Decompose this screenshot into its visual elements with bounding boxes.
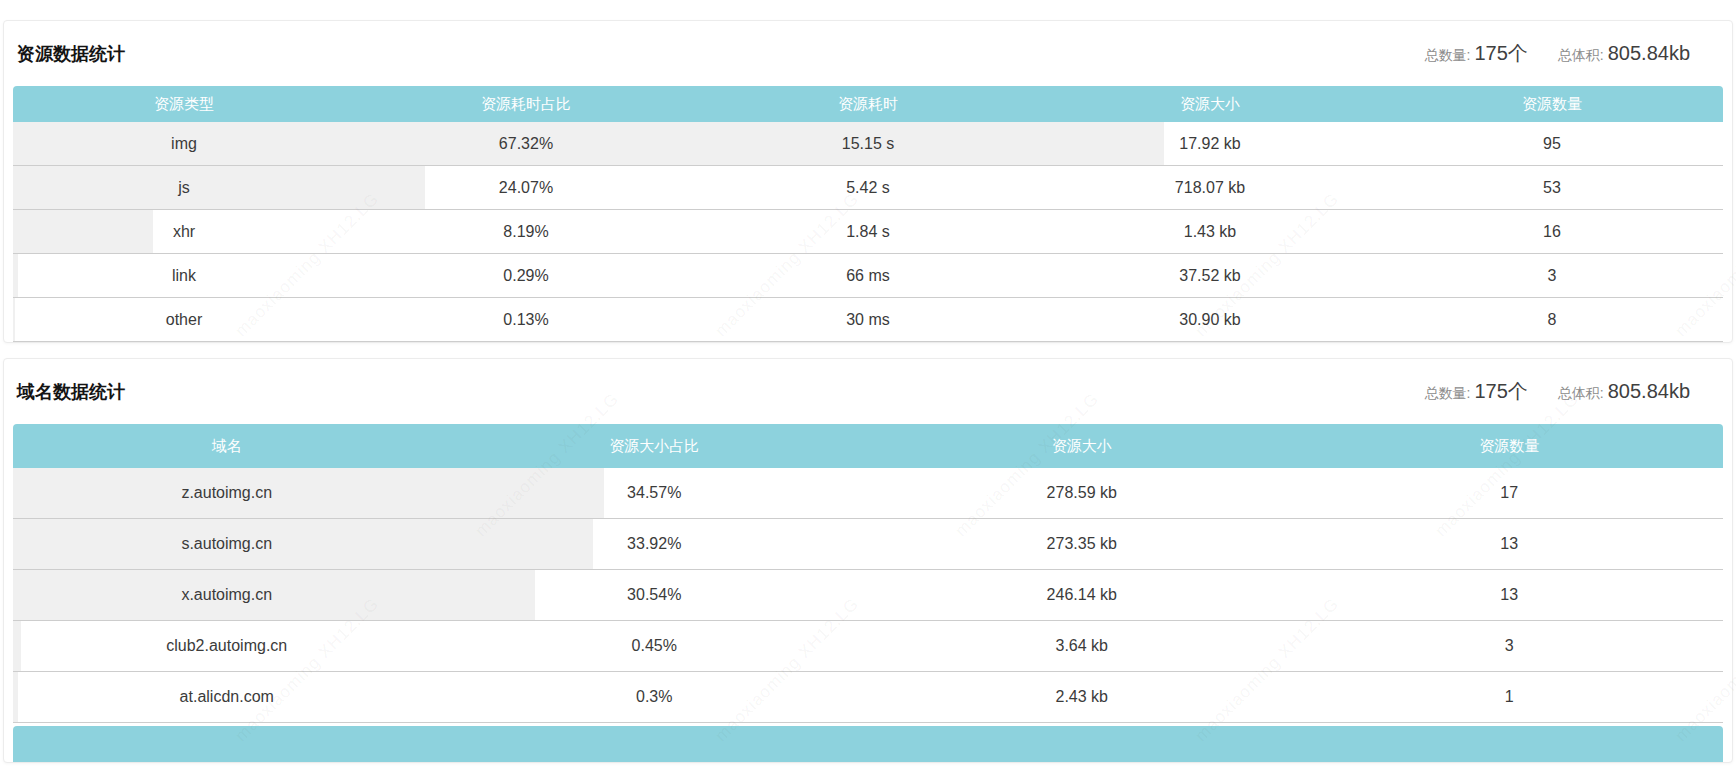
table-cell: 2.43 kb bbox=[868, 688, 1296, 706]
table-cell: 0.3% bbox=[441, 688, 869, 706]
table-cell: 37.52 kb bbox=[1039, 267, 1381, 285]
table-cell: 53 bbox=[1381, 179, 1723, 197]
resource-statistics-page: maoxiaoming XH12.LGmaoxiaoming XH12.LGma… bbox=[0, 0, 1736, 769]
table-cell: 66 ms bbox=[697, 267, 1039, 285]
total-count-value: 175个 bbox=[1474, 378, 1527, 405]
column-header: 域名 bbox=[13, 437, 441, 456]
resource-stats-totals: 总数量: 175个 总体积: 805.84kb bbox=[1425, 40, 1690, 67]
table-cell: 0.13% bbox=[355, 311, 697, 329]
domain-stats-totals: 总数量: 175个 总体积: 805.84kb bbox=[1425, 378, 1690, 405]
section-title-domain: 域名数据统计 bbox=[17, 380, 125, 404]
table-row: s.autoimg.cn33.92%273.35 kb13 bbox=[13, 519, 1723, 570]
table-cell: link bbox=[13, 267, 355, 285]
table-cell: 24.07% bbox=[355, 179, 697, 197]
domain-stats-panel: 域名数据统计 总数量: 175个 总体积: 805.84kb 域名资源大小占比资… bbox=[3, 358, 1733, 763]
table-row: x.autoimg.cn30.54%246.14 kb13 bbox=[13, 570, 1723, 621]
domain-stats-header: 域名数据统计 总数量: 175个 总体积: 805.84kb bbox=[4, 359, 1732, 424]
total-count-label: 总数量: bbox=[1425, 385, 1471, 403]
resource-table: 资源类型资源耗时占比资源耗时资源大小资源数量img67.32%15.15 s17… bbox=[13, 86, 1723, 342]
table-cell: 17.92 kb bbox=[1039, 135, 1381, 153]
table-row: club2.autoimg.cn0.45%3.64 kb3 bbox=[13, 621, 1723, 672]
table-cell: 1.84 s bbox=[697, 223, 1039, 241]
table-row: js24.07%5.42 s718.07 kb53 bbox=[13, 166, 1723, 210]
table-cell: 17 bbox=[1296, 484, 1724, 502]
column-header: 资源数量 bbox=[1296, 437, 1724, 456]
resource-stats-header: 资源数据统计 总数量: 175个 总体积: 805.84kb bbox=[4, 21, 1732, 86]
table-cell: other bbox=[13, 311, 355, 329]
table-header-row: 资源类型资源耗时占比资源耗时资源大小资源数量 bbox=[13, 86, 1723, 122]
table-row: img67.32%15.15 s17.92 kb95 bbox=[13, 122, 1723, 166]
table-row: at.alicdn.com0.3%2.43 kb1 bbox=[13, 672, 1723, 723]
table-cell: 273.35 kb bbox=[868, 535, 1296, 553]
column-header: 资源大小占比 bbox=[441, 437, 869, 456]
table-cell: 30.54% bbox=[441, 586, 869, 604]
table-cell: 8 bbox=[1381, 311, 1723, 329]
table-cell: 15.15 s bbox=[697, 135, 1039, 153]
table-cell: 0.29% bbox=[355, 267, 697, 285]
table-cell: 67.32% bbox=[355, 135, 697, 153]
table-cell: 1 bbox=[1296, 688, 1724, 706]
table-cell: x.autoimg.cn bbox=[13, 586, 441, 604]
table-cell: 3 bbox=[1381, 267, 1723, 285]
table-cell: 30.90 kb bbox=[1039, 311, 1381, 329]
table-cell: 8.19% bbox=[355, 223, 697, 241]
total-size-stat: 总体积: 805.84kb bbox=[1558, 42, 1690, 65]
table-cell: 1.43 kb bbox=[1039, 223, 1381, 241]
table-cell: 0.45% bbox=[441, 637, 869, 655]
table-cell: 278.59 kb bbox=[868, 484, 1296, 502]
table-cell: 3.64 kb bbox=[868, 637, 1296, 655]
table-cell: 30 ms bbox=[697, 311, 1039, 329]
next-table-header-partial bbox=[13, 726, 1723, 762]
domain-table: 域名资源大小占比资源大小资源数量z.autoimg.cn34.57%278.59… bbox=[13, 424, 1723, 723]
table-cell: 13 bbox=[1296, 586, 1724, 604]
column-header: 资源大小 bbox=[868, 437, 1296, 456]
total-count-label: 总数量: bbox=[1425, 47, 1471, 65]
table-cell: z.autoimg.cn bbox=[13, 484, 441, 502]
total-count-stat: 总数量: 175个 bbox=[1425, 40, 1528, 67]
table-cell: 33.92% bbox=[441, 535, 869, 553]
table-cell: 95 bbox=[1381, 135, 1723, 153]
table-row: link0.29%66 ms37.52 kb3 bbox=[13, 254, 1723, 298]
table-cell: 3 bbox=[1296, 637, 1724, 655]
total-size-value: 805.84kb bbox=[1608, 380, 1690, 403]
table-cell: 34.57% bbox=[441, 484, 869, 502]
table-cell: 16 bbox=[1381, 223, 1723, 241]
total-size-stat: 总体积: 805.84kb bbox=[1558, 380, 1690, 403]
table-cell: img bbox=[13, 135, 355, 153]
column-header: 资源耗时 bbox=[697, 95, 1039, 114]
table-cell: xhr bbox=[13, 223, 355, 241]
table-cell: 246.14 kb bbox=[868, 586, 1296, 604]
column-header: 资源类型 bbox=[13, 95, 355, 114]
section-title-resource: 资源数据统计 bbox=[17, 42, 125, 66]
table-cell: 718.07 kb bbox=[1039, 179, 1381, 197]
total-count-stat: 总数量: 175个 bbox=[1425, 378, 1528, 405]
total-size-value: 805.84kb bbox=[1608, 42, 1690, 65]
total-count-value: 175个 bbox=[1474, 40, 1527, 67]
table-cell: at.alicdn.com bbox=[13, 688, 441, 706]
table-row: z.autoimg.cn34.57%278.59 kb17 bbox=[13, 468, 1723, 519]
table-header-row: 域名资源大小占比资源大小资源数量 bbox=[13, 424, 1723, 468]
table-cell: js bbox=[13, 179, 355, 197]
resource-stats-panel: 资源数据统计 总数量: 175个 总体积: 805.84kb 资源类型资源耗时占… bbox=[3, 20, 1733, 343]
table-row: xhr8.19%1.84 s1.43 kb16 bbox=[13, 210, 1723, 254]
table-cell: s.autoimg.cn bbox=[13, 535, 441, 553]
total-size-label: 总体积: bbox=[1558, 47, 1604, 65]
column-header: 资源耗时占比 bbox=[355, 95, 697, 114]
column-header: 资源数量 bbox=[1381, 95, 1723, 114]
column-header: 资源大小 bbox=[1039, 95, 1381, 114]
table-row: other0.13%30 ms30.90 kb8 bbox=[13, 298, 1723, 342]
table-cell: 5.42 s bbox=[697, 179, 1039, 197]
total-size-label: 总体积: bbox=[1558, 385, 1604, 403]
table-cell: 13 bbox=[1296, 535, 1724, 553]
table-cell: club2.autoimg.cn bbox=[13, 637, 441, 655]
